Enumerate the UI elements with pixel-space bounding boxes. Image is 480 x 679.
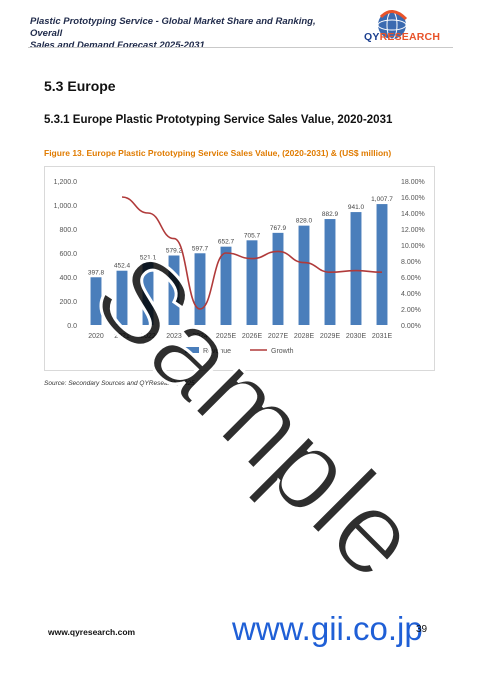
sales-value-chart: 0.0 200.0 400.0 600.0 800.0 1,000.0 1,200.0 0.0… bbox=[54, 179, 425, 355]
section-title: 5.3 Europe bbox=[44, 78, 116, 94]
x-tick-label: 2022 bbox=[140, 333, 156, 340]
x-tick-label: 2023 bbox=[166, 333, 182, 340]
x-tick-label: 2021 bbox=[114, 333, 130, 340]
y2-tick-label: 2.00% bbox=[401, 307, 421, 314]
report-title-line2: Sales and Demand Forecast 2025-2031 bbox=[30, 40, 205, 51]
y2-tick-label: 16.00% bbox=[401, 195, 425, 202]
x-tick-label: 2025E bbox=[216, 333, 237, 340]
y2-tick-label: 6.00% bbox=[401, 275, 421, 282]
bar-value-label: 397.8 bbox=[88, 269, 105, 276]
legend-label-growth: Growth bbox=[271, 348, 294, 355]
x-tick-label: 2028E bbox=[294, 333, 315, 340]
logo-text-qy: QY bbox=[364, 31, 380, 43]
y-tick-label: 200.0 bbox=[59, 299, 77, 306]
bar-value-label: 705.7 bbox=[244, 232, 261, 239]
report-title-line1: Plastic Prototyping Service - Global Mar… bbox=[30, 16, 316, 39]
bar bbox=[194, 253, 206, 325]
y2-tick-label: 0.00% bbox=[401, 323, 421, 330]
y2-tick-label: 10.00% bbox=[401, 243, 425, 250]
x-tick-label: 2031E bbox=[372, 333, 393, 340]
y-tick-label: 0.0 bbox=[67, 323, 77, 330]
y-tick-label: 1,200.0 bbox=[54, 179, 77, 186]
bar bbox=[142, 262, 154, 325]
x-tick-label: 2029E bbox=[320, 333, 341, 340]
x-tick-label: 2020 bbox=[88, 333, 104, 340]
subsection-title: 5.3.1 Europe Plastic Prototyping Service… bbox=[44, 114, 393, 126]
source-note: Source: Secondary Sources and QYResearch… bbox=[44, 380, 195, 387]
bar bbox=[246, 240, 258, 325]
gii-watermark: www.gii.co.jp bbox=[232, 610, 423, 647]
logo-text-research: RESEARCH bbox=[379, 31, 441, 43]
y2-tick-label: 8.00% bbox=[401, 259, 421, 266]
bar-value-label: 941.0 bbox=[348, 204, 365, 211]
y2-tick-label: 14.00% bbox=[401, 211, 425, 218]
y2-tick-label: 12.00% bbox=[401, 227, 425, 234]
header-divider bbox=[28, 47, 453, 48]
legend-swatch-revenue bbox=[185, 347, 199, 353]
bar-value-label: 597.7 bbox=[192, 245, 209, 252]
x-tick-label: 2024 bbox=[192, 333, 208, 340]
y-tick-label: 400.0 bbox=[59, 275, 77, 282]
figure-caption: Figure 13. Europe Plastic Prototyping Se… bbox=[44, 148, 392, 158]
bar-value-label: 882.9 bbox=[322, 211, 339, 218]
logo-wordmark: QYRESEARCH bbox=[364, 31, 440, 43]
page-number: 39 bbox=[416, 624, 428, 635]
bar-value-label: 579.2 bbox=[166, 247, 183, 254]
bar bbox=[90, 277, 102, 325]
legend-label-revenue: Revenue bbox=[203, 348, 231, 355]
bar bbox=[298, 225, 310, 325]
bar-value-label: 521.1 bbox=[140, 254, 157, 261]
bar-value-label: 652.7 bbox=[218, 239, 235, 246]
bar bbox=[168, 255, 180, 325]
x-tick-label: 2026E bbox=[242, 333, 263, 340]
chart-frame: 0.0 200.0 400.0 600.0 800.0 1,000.0 1,200.0 0.0… bbox=[44, 166, 435, 371]
bar bbox=[116, 270, 128, 325]
footer-url: www.qyresearch.com bbox=[48, 627, 136, 637]
y-tick-label: 600.0 bbox=[59, 251, 77, 258]
bar bbox=[350, 212, 362, 325]
y2-tick-label: 18.00% bbox=[401, 179, 425, 186]
globe-icon bbox=[378, 11, 406, 39]
x-tick-label: 2027E bbox=[268, 333, 289, 340]
x-tick-label: 2030E bbox=[346, 333, 367, 340]
report-title: Plastic Prototyping Service - Global Mar… bbox=[30, 16, 330, 52]
bar bbox=[272, 232, 284, 325]
y-tick-label: 1,000.0 bbox=[54, 203, 77, 210]
qyresearch-logo bbox=[377, 10, 408, 40]
bar-value-label: 452.4 bbox=[114, 263, 131, 270]
bar-value-label: 1,007.7 bbox=[371, 196, 393, 203]
bar-value-label: 767.9 bbox=[270, 225, 287, 232]
growth-line bbox=[121, 196, 383, 310]
bar bbox=[376, 204, 388, 325]
y2-tick-label: 4.00% bbox=[401, 291, 421, 298]
bar-value-label: 828.0 bbox=[296, 218, 313, 225]
bar bbox=[220, 246, 232, 325]
page-header: Plastic Prototyping Service - Global Mar… bbox=[0, 0, 480, 52]
y-tick-label: 800.0 bbox=[59, 227, 77, 234]
